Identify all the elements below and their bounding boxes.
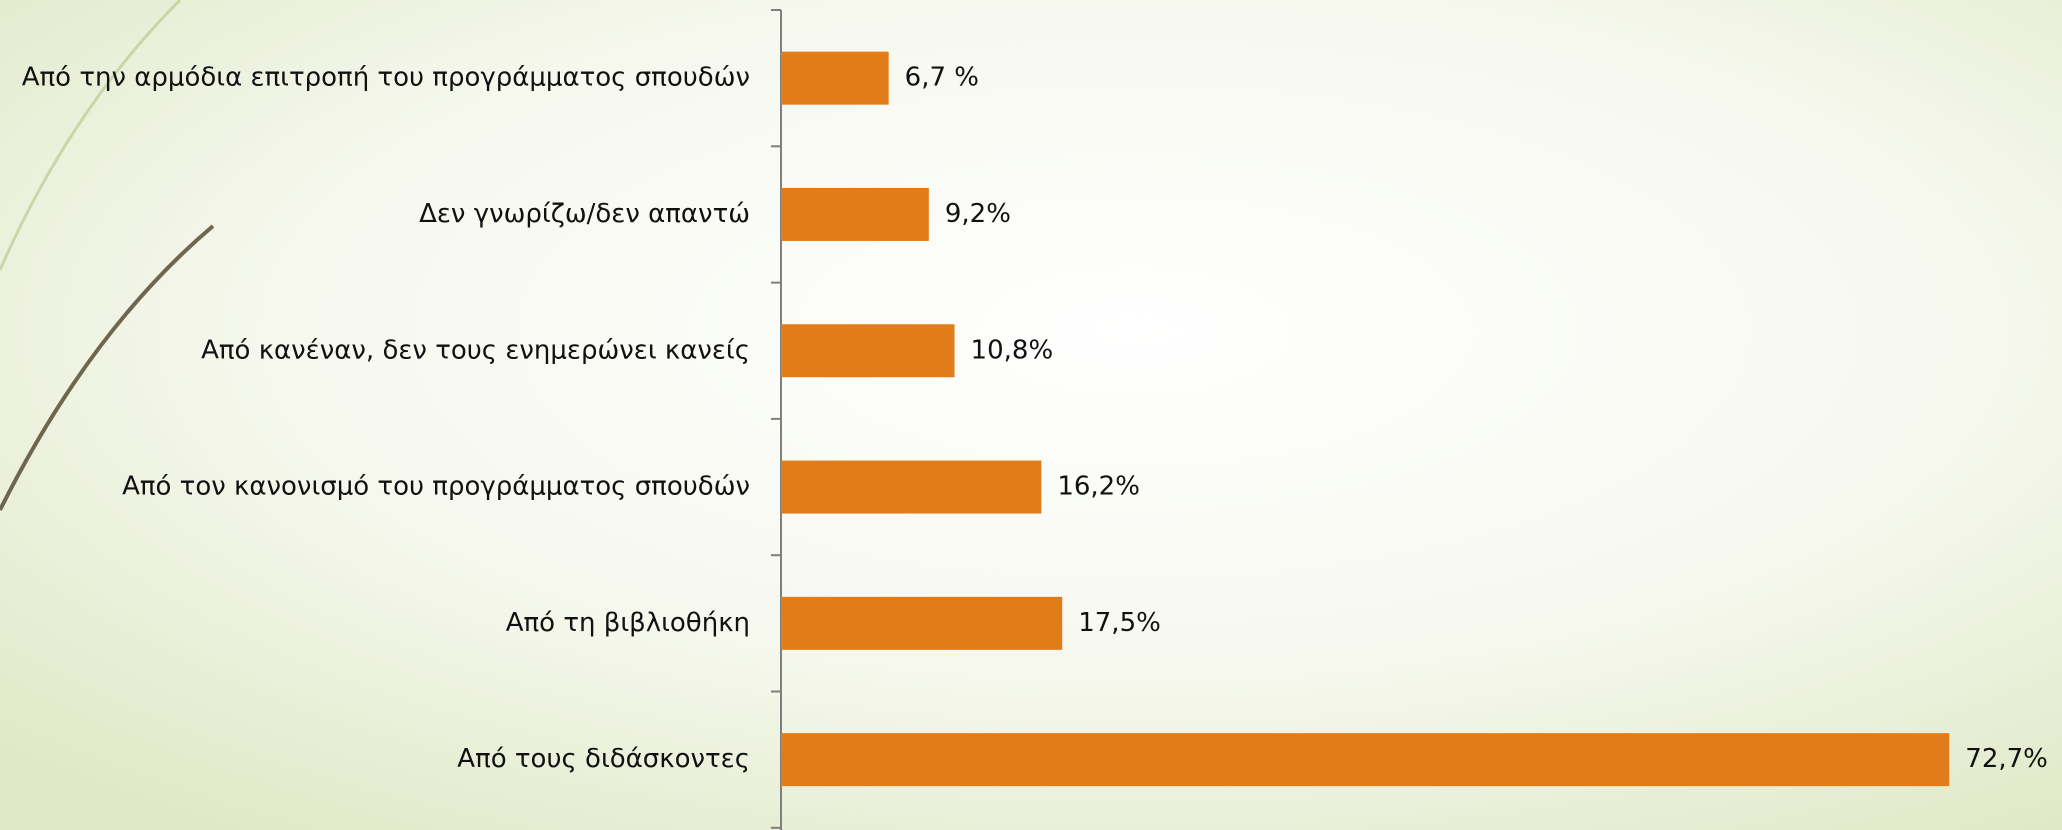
category-label: Δεν γνωρίζω/δεν απαντώ (419, 199, 750, 229)
value-label: 6,7 % (905, 63, 979, 93)
bar (781, 187, 929, 241)
bar (781, 324, 955, 378)
category-label: Από τον κανονισμό του προγράμματος σπουδ… (122, 472, 750, 502)
category-label: Από κανέναν, δεν τους ενημερώνει κανείς (201, 335, 750, 365)
bar (781, 51, 889, 105)
category-label: Από τους διδάσκοντες (457, 744, 750, 774)
bar (781, 733, 1950, 787)
value-label: 72,7% (1965, 744, 2048, 774)
bar (781, 596, 1063, 650)
value-label: 10,8% (971, 335, 1054, 365)
value-label: 17,5% (1078, 608, 1161, 638)
bar (781, 460, 1042, 514)
value-label: 16,2% (1057, 472, 1140, 502)
value-label: 9,2% (945, 199, 1011, 229)
category-label: Από την αρμόδια επιτροπή του προγράμματο… (22, 63, 750, 93)
decoration (0, 0, 182, 271)
category-label: Από τη βιβλιοθήκη (506, 608, 750, 638)
decoration (0, 224, 215, 511)
